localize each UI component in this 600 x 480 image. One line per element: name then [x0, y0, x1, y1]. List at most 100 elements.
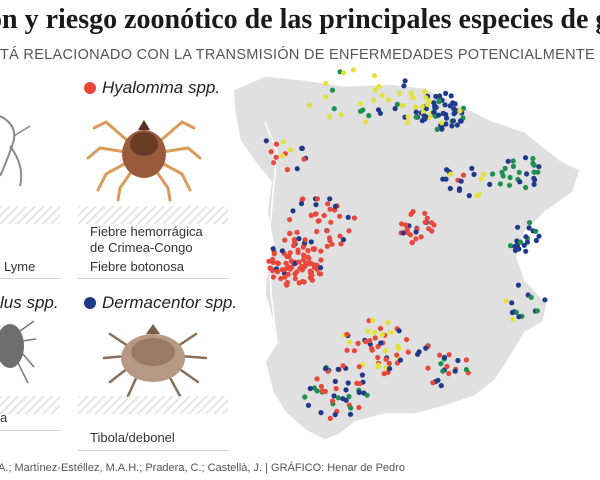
- sighting-point: [327, 206, 333, 212]
- sighting-point: [439, 126, 445, 132]
- sighting-point: [438, 383, 444, 389]
- disease-label-cchf-1: Fiebre hemorrágica: [90, 224, 203, 239]
- sighting-point: [435, 377, 441, 383]
- sighting-point: [378, 340, 384, 346]
- sighting-point: [356, 404, 362, 411]
- sighting-point: [366, 318, 372, 324]
- sighting-point: [454, 122, 460, 128]
- sighting-point: [364, 392, 370, 398]
- sighting-point: [452, 109, 458, 116]
- sighting-point: [340, 396, 346, 402]
- sighting-point: [287, 250, 293, 256]
- sighting-point: [522, 155, 529, 161]
- sighting-point: [402, 78, 408, 84]
- sighting-point: [346, 393, 352, 400]
- sighting-point: [274, 269, 281, 275]
- sighting-point: [268, 149, 274, 155]
- hatch-strip: [0, 396, 60, 414]
- tick-illustration-hyalomma: [86, 120, 202, 202]
- sighting-point: [469, 165, 475, 171]
- sighting-point: [403, 336, 410, 343]
- sighting-point: [526, 225, 532, 231]
- sighting-point: [319, 388, 325, 394]
- sighting-point: [405, 230, 411, 236]
- sighting-point: [400, 230, 406, 236]
- sighting-point: [395, 343, 401, 349]
- sighting-point: [329, 87, 336, 93]
- sighting-point: [457, 108, 463, 114]
- sighting-point: [410, 94, 416, 100]
- sighting-point: [379, 331, 385, 338]
- species-heading-hyalomma: Hyalomma spp.: [84, 78, 220, 98]
- sighting-point: [466, 193, 472, 199]
- sighting-point: [301, 252, 307, 258]
- sighting-point: [283, 260, 289, 266]
- sighting-point: [413, 114, 419, 120]
- sighting-point: [431, 222, 437, 228]
- sighting-point: [323, 94, 329, 100]
- tick-sighting-points: [263, 67, 548, 421]
- sighting-point: [408, 211, 414, 217]
- tick-illustration-ixodes-top: [0, 115, 31, 187]
- sighting-point: [509, 300, 515, 306]
- hatch-strip: [0, 206, 60, 224]
- sighting-point: [318, 265, 324, 271]
- spain-map: [225, 62, 600, 456]
- tick-illustration-ixodes-bottom: [0, 320, 37, 384]
- sighting-point: [405, 119, 411, 126]
- sighting-point: [377, 325, 383, 332]
- sighting-point: [351, 348, 357, 354]
- sighting-point: [279, 248, 285, 254]
- sighting-point: [515, 282, 521, 288]
- sighting-point: [299, 145, 305, 151]
- sighting-point: [329, 241, 335, 247]
- sighting-point: [461, 105, 467, 111]
- sighting-point: [318, 383, 324, 389]
- legend-column-left: Lyme lus spp. a: [0, 66, 62, 456]
- sighting-point: [350, 67, 356, 73]
- sighting-point: [365, 328, 371, 334]
- sighting-point: [449, 123, 455, 129]
- sighting-point: [387, 366, 393, 372]
- legend-dot-blue: [84, 297, 96, 309]
- species-name: Dermacentor spp.: [102, 293, 238, 312]
- sighting-point: [343, 387, 349, 393]
- sighting-point: [517, 239, 524, 245]
- sighting-point: [284, 279, 290, 286]
- portugal-border: [264, 121, 278, 345]
- sighting-point: [287, 230, 293, 237]
- sighting-point: [481, 171, 487, 177]
- sighting-point: [345, 214, 351, 220]
- sighting-point: [446, 352, 452, 358]
- species-heading-dermacentor: Dermacentor spp.: [84, 293, 237, 313]
- sighting-point: [306, 255, 312, 261]
- sighting-point: [423, 106, 429, 112]
- sighting-point: [533, 237, 539, 244]
- sighting-point: [313, 202, 319, 208]
- sighting-point: [441, 354, 448, 361]
- sighting-point: [438, 361, 444, 367]
- sighting-point: [502, 165, 508, 171]
- sighting-point: [372, 330, 378, 336]
- sighting-point: [448, 171, 454, 177]
- divider: [78, 278, 228, 279]
- sighting-point: [370, 317, 376, 323]
- sighting-point: [347, 339, 353, 345]
- sighting-point: [357, 108, 364, 114]
- sighting-point: [490, 171, 496, 177]
- legend-dot-red: [84, 82, 96, 94]
- sighting-point: [381, 371, 387, 377]
- sighting-point: [321, 212, 327, 219]
- sighting-point: [341, 70, 347, 76]
- sighting-point: [433, 93, 439, 99]
- sighting-point: [515, 224, 521, 230]
- sighting-point: [363, 339, 369, 345]
- sighting-point: [338, 241, 344, 247]
- sighting-point: [424, 215, 430, 221]
- sighting-point: [385, 319, 391, 326]
- species-name: Hyalomma spp.: [102, 78, 221, 97]
- sighting-point: [452, 101, 458, 107]
- sighting-point: [460, 172, 467, 178]
- sighting-point: [443, 112, 449, 118]
- sighting-point: [354, 380, 360, 386]
